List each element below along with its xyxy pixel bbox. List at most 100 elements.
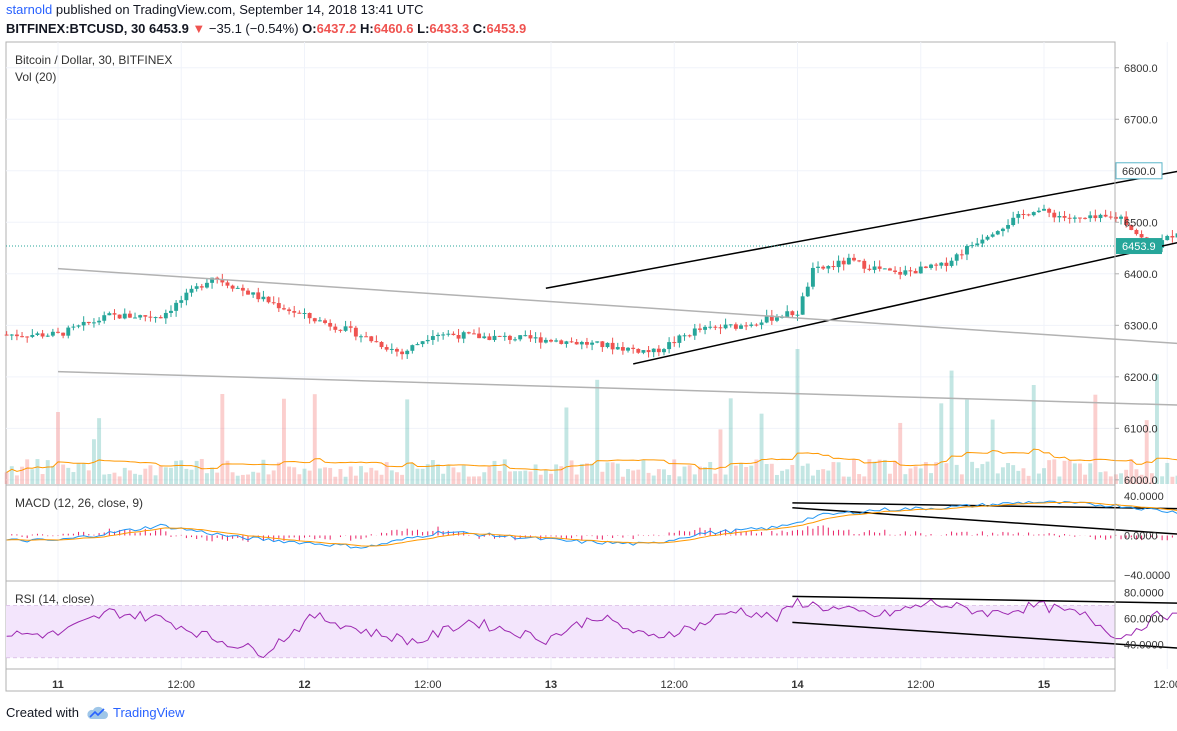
volume-bar: [816, 469, 820, 484]
candle-body: [775, 317, 779, 321]
price-tick-label: 6700.0: [1124, 114, 1158, 126]
ohlc-header: BITFINEX:BTCUSD, 30 6453.9 ▼ −35.1 (−0.5…: [6, 21, 526, 36]
volume-bar: [482, 472, 487, 484]
time-tick-label: 12: [298, 679, 310, 691]
volume-bar: [163, 467, 168, 484]
volume-bar: [420, 468, 425, 484]
candle-body: [287, 309, 292, 312]
candle-body: [35, 333, 40, 335]
volume-bar: [697, 466, 702, 484]
candle-body: [400, 351, 405, 355]
candle-body: [1103, 214, 1108, 217]
time-tick-label: 13: [545, 679, 557, 691]
volume-bar: [574, 474, 579, 484]
volume-bar: [970, 461, 975, 484]
candle-body: [929, 264, 933, 268]
volume-bar: [81, 463, 86, 484]
chart-canvas[interactable]: 6000.0 6100.0 6200.0 6300.0 6400.0 6500.0 6600…: [0, 0, 1177, 700]
volume-bar: [615, 463, 620, 484]
candle-body: [692, 328, 697, 336]
candle-body: [307, 312, 312, 319]
volume-bar: [780, 470, 785, 484]
volume-bar: [1021, 468, 1026, 484]
volume-bar: [302, 468, 307, 484]
volume-bar: [759, 413, 764, 484]
volume-bar: [240, 474, 245, 484]
candle-body: [744, 325, 749, 327]
candle-body: [533, 337, 538, 339]
volume-bar: [872, 461, 877, 484]
candle-body: [682, 335, 687, 337]
time-tick-label: 15: [1038, 679, 1050, 691]
volume-bar: [133, 473, 137, 484]
volume-bar: [887, 473, 892, 484]
candle-body: [528, 335, 533, 339]
candle-body: [9, 334, 14, 336]
volume-bar: [641, 459, 646, 484]
candle-body: [1011, 217, 1016, 226]
candle-body: [374, 341, 379, 343]
candle-body: [230, 285, 235, 289]
candle-body: [965, 245, 969, 255]
volume-bar: [790, 464, 795, 484]
candle-body: [903, 270, 908, 275]
low-value: 6433.3: [429, 21, 470, 36]
volume-bar: [754, 459, 759, 484]
rsi-label: RSI (14, close): [15, 592, 94, 606]
candle-body: [908, 270, 913, 272]
volume-bar: [805, 463, 810, 484]
rsi-tick-label: 60.0000: [1124, 613, 1164, 625]
candle-body: [990, 234, 995, 237]
candle-body: [841, 260, 846, 265]
volume-bar: [554, 464, 559, 484]
tradingview-link[interactable]: TradingView: [85, 705, 185, 720]
candle-body: [204, 282, 209, 288]
candle-body: [718, 327, 723, 329]
volume-bar: [441, 473, 446, 484]
volume-bar: [1149, 473, 1154, 484]
volume-bar: [122, 467, 127, 484]
price-tick-label: 6300.0: [1124, 320, 1158, 332]
volume-bar: [620, 476, 625, 484]
volume-bar: [831, 462, 836, 484]
volume-bar: [718, 429, 723, 484]
volume-bar: [235, 475, 240, 484]
volume-bar: [410, 463, 415, 484]
volume-bar: [626, 469, 630, 484]
volume-bar: [882, 459, 887, 484]
candle-body: [394, 348, 399, 352]
candle-body: [1031, 212, 1036, 216]
candle-body: [862, 260, 867, 269]
candle-body: [328, 322, 333, 327]
candle-body: [1036, 210, 1041, 213]
candle-body: [564, 341, 569, 344]
volume-bar: [795, 349, 800, 484]
candle-body: [405, 350, 410, 355]
volume-bar: [507, 471, 512, 484]
rsi-line: [6, 597, 1177, 659]
volume-bar: [600, 471, 605, 484]
candle-body: [1042, 208, 1046, 211]
candle-body: [343, 326, 348, 331]
candle-body: [821, 266, 826, 269]
volume-bar: [569, 460, 574, 484]
footer: Created with TradingView: [6, 705, 185, 720]
volume-bar: [425, 464, 430, 484]
volume-bar: [523, 470, 528, 484]
candle-body: [302, 312, 307, 314]
author-link[interactable]: starnold: [6, 2, 53, 17]
candle-body: [549, 339, 553, 342]
candle-body: [292, 311, 297, 313]
chart-title: Bitcoin / Dollar, 30, BITFINEX: [15, 53, 172, 67]
candle-body: [369, 336, 374, 342]
candle-body: [169, 310, 173, 313]
volume-bar: [631, 470, 636, 484]
volume-bar: [744, 467, 749, 484]
publish-text: published on TradingView.com, September …: [55, 2, 424, 17]
candle-body: [492, 335, 497, 341]
volume-bar: [215, 472, 220, 484]
candle-body: [451, 333, 456, 336]
volume-bar: [728, 398, 733, 484]
volume-bar: [9, 466, 14, 484]
candle-body: [502, 335, 507, 337]
